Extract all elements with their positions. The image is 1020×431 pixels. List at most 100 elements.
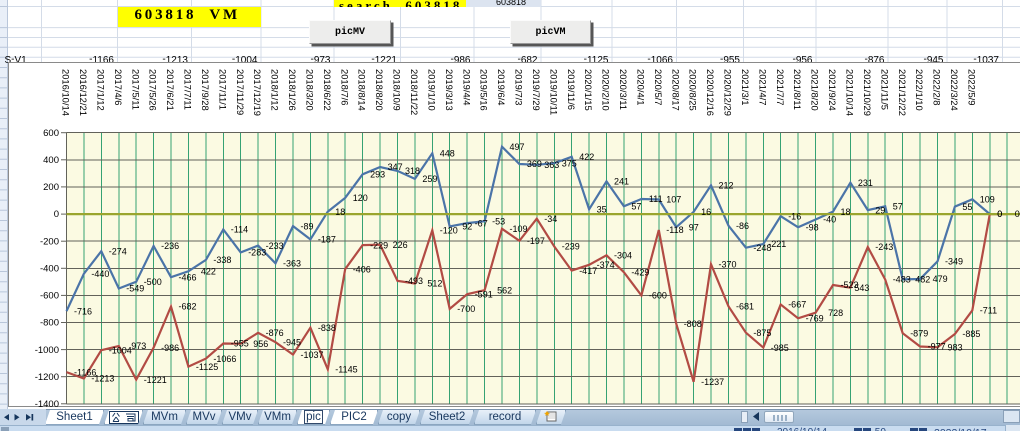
svg-text:-945: -945	[283, 337, 301, 347]
svg-text:-1221: -1221	[144, 375, 167, 385]
svg-text:-986: -986	[161, 343, 179, 353]
svg-text:-229: -229	[370, 240, 388, 250]
svg-text:-1237: -1237	[701, 377, 724, 387]
svg-text:259: 259	[422, 174, 437, 184]
svg-text:-89: -89	[301, 221, 314, 231]
svg-text:-40: -40	[823, 215, 836, 225]
svg-text:2021/11/5: 2021/11/5	[879, 69, 890, 110]
svg-text:543: 543	[854, 283, 869, 293]
svg-text:2017/6/21: 2017/6/21	[165, 69, 176, 111]
svg-text:2018/7/6: 2018/7/6	[339, 69, 350, 106]
svg-text:0: 0	[1015, 209, 1020, 219]
svg-text:512: 512	[427, 279, 442, 289]
svg-text:983: 983	[948, 343, 963, 353]
svg-text:497: 497	[510, 142, 525, 152]
svg-text:107: 107	[666, 195, 681, 205]
svg-text:369: 369	[527, 159, 542, 169]
svg-text:2019/1/10: 2019/1/10	[426, 69, 437, 111]
svg-text:-682: -682	[179, 302, 197, 312]
svg-text:-239: -239	[562, 242, 580, 252]
svg-text:-500: -500	[144, 277, 162, 287]
svg-text:-493: -493	[405, 276, 423, 286]
svg-text:-16: -16	[788, 211, 801, 221]
svg-text:18: 18	[335, 207, 345, 217]
svg-text:2018/1/12: 2018/1/12	[270, 69, 281, 111]
svg-text:0: 0	[54, 209, 59, 220]
svg-text:2020/1/15: 2020/1/15	[583, 69, 594, 111]
svg-text:-118: -118	[666, 225, 683, 235]
svg-text:-549: -549	[126, 284, 144, 294]
svg-text:2017/4/6: 2017/4/6	[113, 69, 124, 105]
svg-text:-374: -374	[597, 260, 615, 270]
svg-text:2020/12/29: 2020/12/29	[723, 69, 734, 116]
svg-text:-109: -109	[510, 224, 528, 234]
svg-text:-363: -363	[283, 259, 301, 269]
svg-text:2017/1/12: 2017/1/12	[95, 69, 106, 111]
svg-text:55: 55	[962, 202, 972, 212]
svg-text:-1166: -1166	[74, 367, 96, 377]
svg-text:-466: -466	[179, 272, 197, 282]
svg-text:375: 375	[562, 158, 577, 168]
svg-text:241: 241	[614, 177, 629, 187]
svg-text:2022/3/24: 2022/3/24	[949, 69, 960, 111]
svg-text:-98: -98	[806, 223, 819, 233]
svg-text:728: 728	[828, 308, 843, 318]
svg-text:-591: -591	[475, 289, 493, 299]
svg-text:347: 347	[388, 162, 403, 172]
svg-text:293: 293	[370, 170, 385, 180]
svg-text:-523: -523	[841, 280, 859, 290]
svg-text:479: 479	[933, 274, 948, 284]
svg-text:2020/5/7: 2020/5/7	[653, 69, 664, 106]
svg-text:2017/7/11: 2017/7/11	[183, 69, 194, 110]
svg-text:-86: -86	[736, 221, 749, 231]
svg-text:97: 97	[689, 222, 699, 232]
svg-text:111: 111	[649, 194, 663, 204]
svg-text:2020/8/25: 2020/8/25	[688, 69, 699, 111]
svg-text:29: 29	[875, 205, 885, 215]
svg-text:2018/8/14: 2018/8/14	[357, 69, 368, 111]
svg-text:-700: -700	[457, 304, 475, 314]
svg-text:35: 35	[597, 205, 607, 215]
svg-text:-349: -349	[945, 257, 963, 267]
svg-text:-711: -711	[980, 306, 997, 316]
svg-text:-876: -876	[266, 328, 284, 338]
svg-text:0: 0	[997, 209, 1002, 219]
svg-text:2018/8/20: 2018/8/20	[374, 69, 385, 111]
svg-text:-417: -417	[579, 266, 597, 276]
svg-text:2022/1/10: 2022/1/10	[914, 69, 925, 111]
svg-text:2018/10/9: 2018/10/9	[392, 69, 403, 111]
svg-text:-236: -236	[161, 241, 179, 251]
svg-text:-274: -274	[109, 246, 127, 256]
svg-text:400: 400	[43, 155, 59, 166]
svg-text:2019/5/16: 2019/5/16	[479, 69, 490, 111]
svg-text:363: 363	[544, 160, 559, 170]
svg-text:-187: -187	[318, 235, 336, 245]
svg-text:-1004: -1004	[109, 345, 132, 355]
svg-text:18: 18	[841, 207, 851, 217]
svg-text:-716: -716	[74, 306, 92, 316]
svg-text:2020/3/11: 2020/3/11	[618, 69, 629, 110]
svg-text:109: 109	[980, 195, 995, 205]
svg-text:0: 0	[997, 209, 1002, 219]
svg-text:2021/8/11: 2021/8/11	[792, 69, 803, 110]
svg-text:-283: -283	[248, 248, 266, 258]
svg-text:2017/5/26: 2017/5/26	[148, 69, 159, 111]
svg-text:482: 482	[915, 275, 930, 285]
svg-text:2018/3/20: 2018/3/20	[305, 69, 316, 111]
svg-text:-53: -53	[492, 216, 505, 226]
svg-text:-1000: -1000	[35, 345, 59, 356]
svg-text:-600: -600	[40, 291, 59, 302]
svg-text:2019/11/6: 2019/11/6	[566, 69, 577, 110]
svg-text:-879: -879	[910, 328, 928, 338]
svg-text:956: 956	[253, 339, 268, 349]
svg-text:2021/3/1: 2021/3/1	[740, 69, 751, 106]
svg-text:2019/4/4: 2019/4/4	[461, 69, 472, 106]
svg-text:-200: -200	[40, 236, 59, 247]
svg-text:2020/12/16: 2020/12/16	[705, 69, 716, 116]
svg-text:-114: -114	[231, 225, 248, 235]
svg-text:-338: -338	[213, 255, 231, 265]
svg-text:2022/5/9: 2022/5/9	[966, 69, 977, 106]
svg-text:-681: -681	[736, 302, 754, 312]
svg-text:-304: -304	[614, 251, 632, 261]
svg-text:-400: -400	[40, 264, 59, 275]
